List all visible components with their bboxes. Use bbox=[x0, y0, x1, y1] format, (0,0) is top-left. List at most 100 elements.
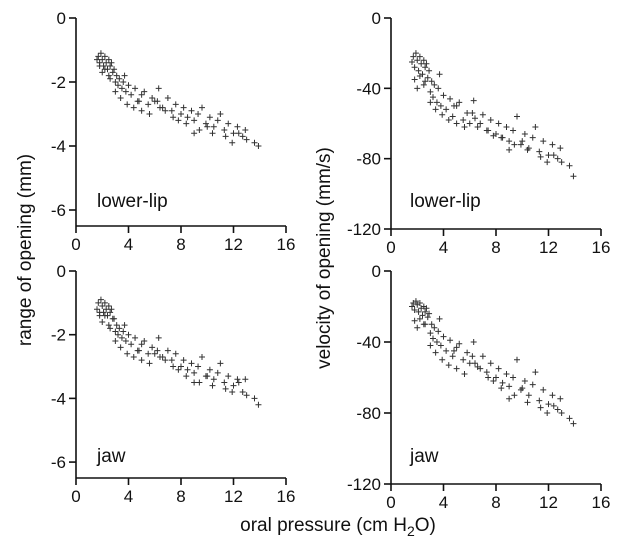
data-point bbox=[449, 113, 456, 120]
data-point bbox=[170, 114, 177, 121]
chart-panel-4: 0 -40 -80 -120 0 4 8 12 16 jaw bbox=[347, 262, 610, 512]
x-tick-label: 16 bbox=[592, 238, 611, 257]
data-point bbox=[451, 347, 457, 354]
data-point bbox=[162, 357, 169, 364]
x-tick-label: 4 bbox=[124, 235, 133, 254]
data-point bbox=[487, 360, 494, 367]
x-axis-title-main: oral pressure (cm H bbox=[240, 515, 407, 536]
data-point bbox=[525, 392, 532, 399]
data-point bbox=[108, 306, 115, 313]
data-point bbox=[107, 325, 114, 332]
data-point bbox=[214, 117, 221, 124]
data-point bbox=[124, 350, 131, 357]
data-point bbox=[514, 356, 520, 363]
data-point bbox=[423, 305, 430, 312]
data-point bbox=[503, 124, 510, 131]
data-point bbox=[255, 401, 262, 408]
data-point bbox=[415, 308, 422, 315]
data-point bbox=[460, 356, 467, 363]
data-point bbox=[416, 315, 423, 322]
data-point bbox=[120, 328, 127, 335]
data-point bbox=[112, 79, 119, 85]
data-point bbox=[188, 360, 195, 367]
data-point bbox=[479, 111, 486, 118]
data-point bbox=[510, 127, 517, 134]
data-point bbox=[118, 334, 125, 341]
data-point bbox=[423, 60, 430, 67]
data-point bbox=[456, 99, 463, 106]
y-tick-label: -120 bbox=[347, 475, 381, 494]
data-point bbox=[420, 57, 427, 64]
data-point bbox=[255, 143, 262, 149]
data-point bbox=[540, 386, 547, 393]
data-point bbox=[506, 395, 513, 402]
data-point bbox=[487, 116, 494, 123]
data-point bbox=[101, 312, 108, 319]
x-tick-label: 8 bbox=[176, 235, 185, 254]
data-point bbox=[214, 369, 221, 376]
data-point bbox=[172, 101, 179, 108]
data-point bbox=[432, 349, 439, 356]
data-point bbox=[229, 389, 236, 396]
data-point bbox=[149, 344, 156, 351]
data-point bbox=[529, 381, 536, 388]
data-point bbox=[506, 383, 513, 390]
data-point bbox=[130, 353, 137, 360]
data-point bbox=[113, 322, 120, 329]
data-point bbox=[549, 392, 556, 399]
data-point bbox=[427, 330, 434, 337]
data-point bbox=[524, 399, 531, 406]
data-point bbox=[517, 141, 524, 148]
data-point bbox=[411, 317, 418, 324]
y-tick-label: 0 bbox=[372, 262, 381, 281]
data-point bbox=[435, 328, 442, 335]
data-point bbox=[222, 385, 229, 392]
data-point bbox=[424, 314, 431, 321]
x-tick-label: 0 bbox=[71, 235, 80, 254]
y-tick-label: 0 bbox=[372, 9, 381, 28]
data-point bbox=[107, 75, 114, 82]
data-point bbox=[536, 148, 543, 155]
data-point bbox=[175, 366, 182, 373]
data-point bbox=[138, 357, 145, 364]
data-point bbox=[511, 392, 518, 399]
data-point bbox=[439, 111, 446, 118]
data-point bbox=[107, 63, 114, 69]
data-point bbox=[136, 347, 142, 354]
panel-label: jaw bbox=[409, 446, 439, 467]
data-point bbox=[422, 321, 429, 328]
data-point bbox=[178, 111, 184, 117]
data-point bbox=[558, 159, 565, 166]
data-point bbox=[96, 63, 103, 69]
data-point bbox=[196, 379, 203, 386]
data-point bbox=[225, 120, 232, 127]
data-point bbox=[466, 360, 473, 367]
data-point bbox=[440, 333, 447, 340]
x-tick-label: 4 bbox=[439, 493, 448, 512]
data-point bbox=[210, 123, 217, 130]
data-point bbox=[557, 145, 564, 152]
data-point bbox=[234, 376, 241, 383]
x-axis-title-subscript: 2 bbox=[407, 523, 415, 539]
data-point bbox=[145, 101, 152, 108]
y-tick-label: -80 bbox=[356, 150, 381, 169]
data-point bbox=[433, 339, 440, 345]
data-point bbox=[170, 363, 177, 370]
data-point bbox=[101, 66, 108, 73]
chart-panel-3: 0 -2 -4 -6 0 4 8 12 16 jaw bbox=[51, 262, 296, 506]
data-point bbox=[477, 120, 484, 127]
data-point bbox=[451, 102, 457, 109]
data-point bbox=[112, 338, 119, 345]
data-point bbox=[422, 64, 429, 71]
y-tick-label: -4 bbox=[51, 137, 66, 156]
data-point bbox=[409, 303, 415, 310]
data-point bbox=[230, 382, 237, 389]
data-point bbox=[124, 101, 131, 108]
data-point bbox=[206, 366, 213, 373]
data-point bbox=[154, 98, 161, 105]
data-point bbox=[234, 123, 241, 130]
data-point bbox=[499, 379, 506, 386]
y-tick-label: 0 bbox=[57, 262, 66, 281]
data-point bbox=[191, 117, 198, 124]
data-point bbox=[416, 53, 423, 60]
